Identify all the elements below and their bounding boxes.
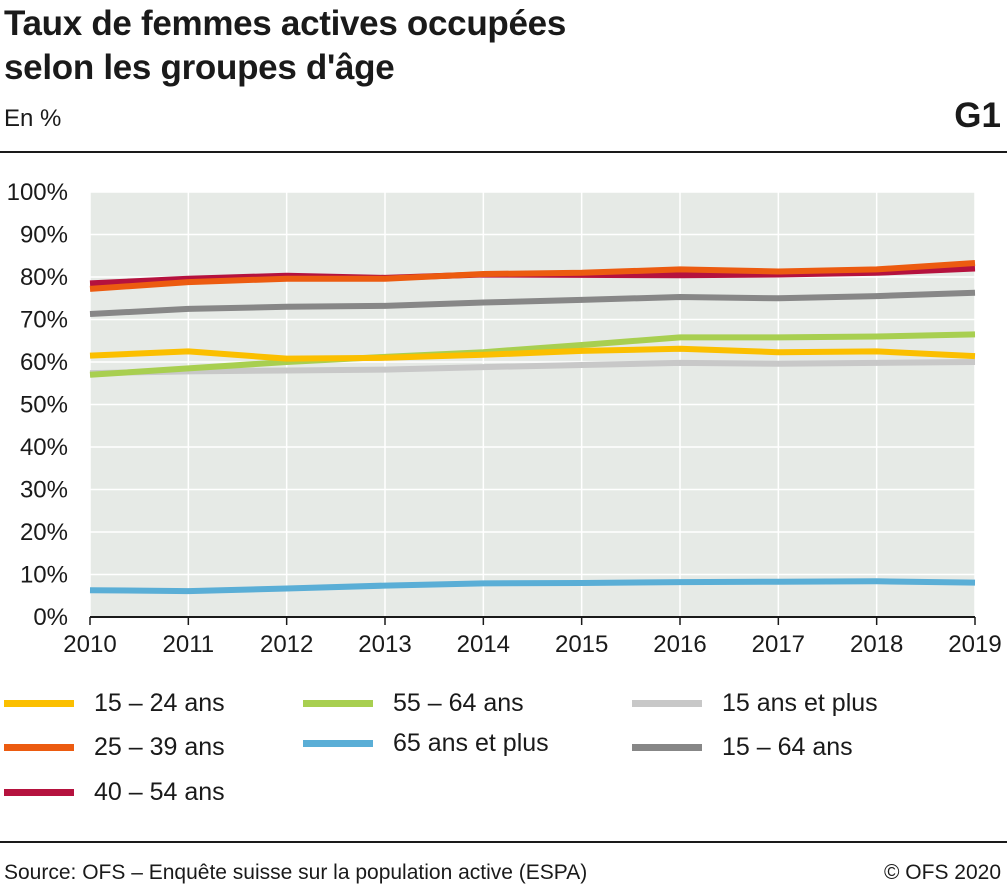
legend-label-25-39: 25 – 39 ans — [94, 733, 225, 761]
legend-item-15-plus: 15 ans et plus — [632, 688, 878, 718]
legend: 15 – 24 ans 25 – 39 ans 40 – 54 ans 55 –… — [0, 688, 1007, 818]
bottom-divider — [0, 841, 1007, 843]
x-tick-label: 2016 — [653, 631, 706, 658]
chart-title-line-1: Taux de femmes actives occupées — [4, 4, 566, 43]
legend-label-15-plus: 15 ans et plus — [722, 689, 878, 717]
series-line-15-24-ans — [89, 345, 976, 362]
y-tick-label: 50% — [20, 392, 68, 419]
x-tick-label: 2018 — [850, 631, 903, 658]
legend-swatch-15-64 — [632, 743, 702, 751]
series-line-25-39-ans — [89, 260, 976, 292]
x-tick-label: 2013 — [358, 631, 411, 658]
legend-swatch-15-plus — [632, 699, 702, 707]
legend-label-55-64: 55 – 64 ans — [393, 689, 524, 717]
legend-item-55-64: 55 – 64 ans — [303, 688, 524, 718]
y-tick-label: 60% — [20, 349, 68, 376]
legend-label-15-64: 15 – 64 ans — [722, 733, 853, 761]
series-line-15-64-ans — [89, 289, 976, 317]
legend-item-65-plus: 65 ans et plus — [303, 728, 549, 758]
series-line-15-ans-et-plus — [89, 359, 976, 377]
y-tick-label: 100% — [7, 179, 68, 206]
legend-label-40-54: 40 – 54 ans — [94, 778, 225, 806]
legend-label-65-plus: 65 ans et plus — [393, 729, 549, 757]
series-lines — [89, 260, 976, 595]
legend-swatch-55-64 — [303, 699, 373, 707]
legend-item-15-64: 15 – 64 ans — [632, 732, 853, 762]
unit-label: En % — [4, 105, 62, 132]
y-tick-label: 40% — [20, 434, 68, 461]
x-tick-label: 2019 — [948, 631, 1001, 658]
line-chart: 0%10%20%30%40%50%60%70%80%90%100% 2010 20… — [7, 179, 1002, 658]
y-tick-label: 30% — [20, 477, 68, 504]
y-tick-label: 10% — [20, 562, 68, 589]
x-tick-label: 2010 — [63, 631, 116, 658]
x-tick-label: 2014 — [457, 631, 510, 658]
x-tick-label: 2015 — [555, 631, 608, 658]
legend-swatch-25-39 — [4, 743, 74, 751]
y-tick-label: 20% — [20, 519, 68, 546]
x-axis-ticks: 2010 2011 2012 2013 2014 2015 2016 2017 2018 2019 — [63, 616, 1002, 658]
x-tick-label: 2017 — [752, 631, 805, 658]
source-note: Source: OFS – Enquête suisse sur la popu… — [4, 861, 588, 884]
chart-title: Taux de femmes actives occupées selon le… — [4, 2, 566, 90]
y-tick-label: 0% — [33, 604, 68, 631]
graphic-id: G1 — [954, 96, 1001, 135]
legend-label-15-24: 15 – 24 ans — [94, 689, 225, 717]
x-tick-label: 2011 — [163, 631, 215, 658]
chart-title-line-2: selon les groupes d'âge — [4, 48, 395, 87]
legend-swatch-15-24 — [4, 699, 74, 707]
y-tick-label: 70% — [20, 307, 68, 334]
y-axis-ticks: 0% 10% 20% 30% 40% 50% 60% 70% 80% 90% 100% — [7, 179, 68, 631]
legend-item-40-54: 40 – 54 ans — [4, 777, 225, 807]
y-tick-label: 90% — [20, 222, 68, 249]
legend-item-25-39: 25 – 39 ans — [4, 732, 225, 762]
y-tick-label: 80% — [20, 264, 68, 291]
copyright: © OFS 2020 — [883, 861, 1001, 884]
legend-swatch-65-plus — [303, 739, 373, 747]
legend-swatch-40-54 — [4, 788, 74, 796]
series-line-55-64-ans — [89, 331, 976, 378]
legend-item-15-24: 15 – 24 ans — [4, 688, 225, 718]
x-tick-label: 2012 — [260, 631, 313, 658]
top-divider — [0, 151, 1007, 153]
series-line-65-ans-et-plus — [89, 578, 976, 595]
